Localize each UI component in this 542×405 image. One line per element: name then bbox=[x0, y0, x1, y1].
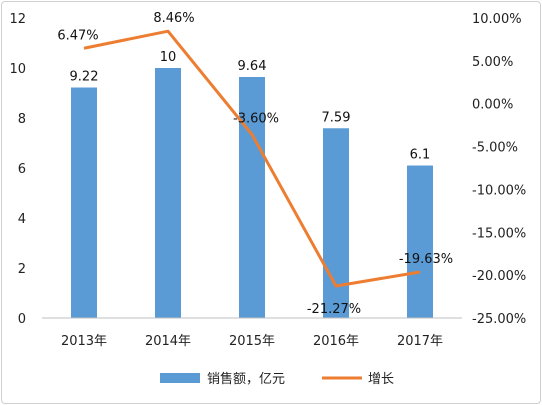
right-tick-label: 0.00% bbox=[472, 98, 513, 113]
growth-line bbox=[83, 29, 421, 288]
x-tick-label: 2015年 bbox=[229, 334, 275, 349]
bar-data-labels: 9.22 10 9.64 7.59 6.1 bbox=[70, 50, 431, 163]
line-data-labels: 6.47% 8.46% -3.60% -21.27% -19.63% bbox=[57, 11, 453, 317]
line-value-label: -19.63% bbox=[399, 252, 453, 267]
right-axis-ticks: -25.00% -20.00% -15.00% -10.00% -5.00% 0.00% 5… bbox=[472, 12, 526, 327]
right-tick-label: -5.00% bbox=[472, 141, 518, 156]
bar bbox=[407, 165, 433, 318]
left-tick-label: 2 bbox=[18, 262, 26, 277]
legend: 销售额，亿元 增长 bbox=[160, 371, 394, 387]
right-tick-label: -20.00% bbox=[472, 269, 526, 284]
bar-value-label: 9.64 bbox=[238, 59, 267, 74]
bar bbox=[71, 87, 97, 318]
x-tick-label: 2017年 bbox=[397, 334, 443, 349]
left-tick-label: 12 bbox=[9, 12, 26, 27]
left-tick-label: 6 bbox=[18, 162, 26, 177]
bar-value-label: 7.59 bbox=[322, 110, 351, 125]
x-axis-ticks: 2013年 2014年 2015年 2016年 2017年 bbox=[61, 334, 443, 349]
left-axis-ticks: 0 2 4 6 8 10 12 bbox=[9, 12, 26, 327]
left-tick-label: 0 bbox=[18, 312, 26, 327]
legend-bar-label: 销售额，亿元 bbox=[207, 371, 285, 387]
line-value-label: -3.60% bbox=[233, 112, 279, 127]
right-tick-label: 5.00% bbox=[472, 55, 513, 70]
right-tick-label: -15.00% bbox=[472, 226, 526, 241]
x-tick-label: 2013年 bbox=[61, 334, 107, 349]
line-value-label: 8.46% bbox=[153, 11, 194, 26]
bar-value-label: 6.1 bbox=[410, 148, 431, 163]
line-value-label: 6.47% bbox=[57, 28, 98, 43]
left-tick-label: 10 bbox=[9, 62, 26, 77]
legend-line-label: 增长 bbox=[368, 372, 394, 387]
bar-series bbox=[71, 68, 433, 318]
bar-value-label: 10 bbox=[160, 50, 177, 65]
right-tick-label: 10.00% bbox=[472, 12, 522, 27]
x-tick-label: 2016年 bbox=[313, 334, 359, 349]
left-tick-label: 4 bbox=[18, 212, 26, 227]
bar bbox=[323, 128, 349, 318]
x-tick-label: 2014年 bbox=[145, 334, 191, 349]
bar bbox=[239, 77, 265, 318]
bar bbox=[155, 68, 181, 318]
bar-value-label: 9.22 bbox=[70, 70, 99, 85]
legend-bar-swatch bbox=[160, 373, 200, 383]
right-tick-label: -10.00% bbox=[472, 183, 526, 198]
right-tick-label: -25.00% bbox=[472, 312, 526, 327]
left-tick-label: 8 bbox=[18, 112, 26, 127]
line-value-label: -21.27% bbox=[307, 302, 361, 317]
